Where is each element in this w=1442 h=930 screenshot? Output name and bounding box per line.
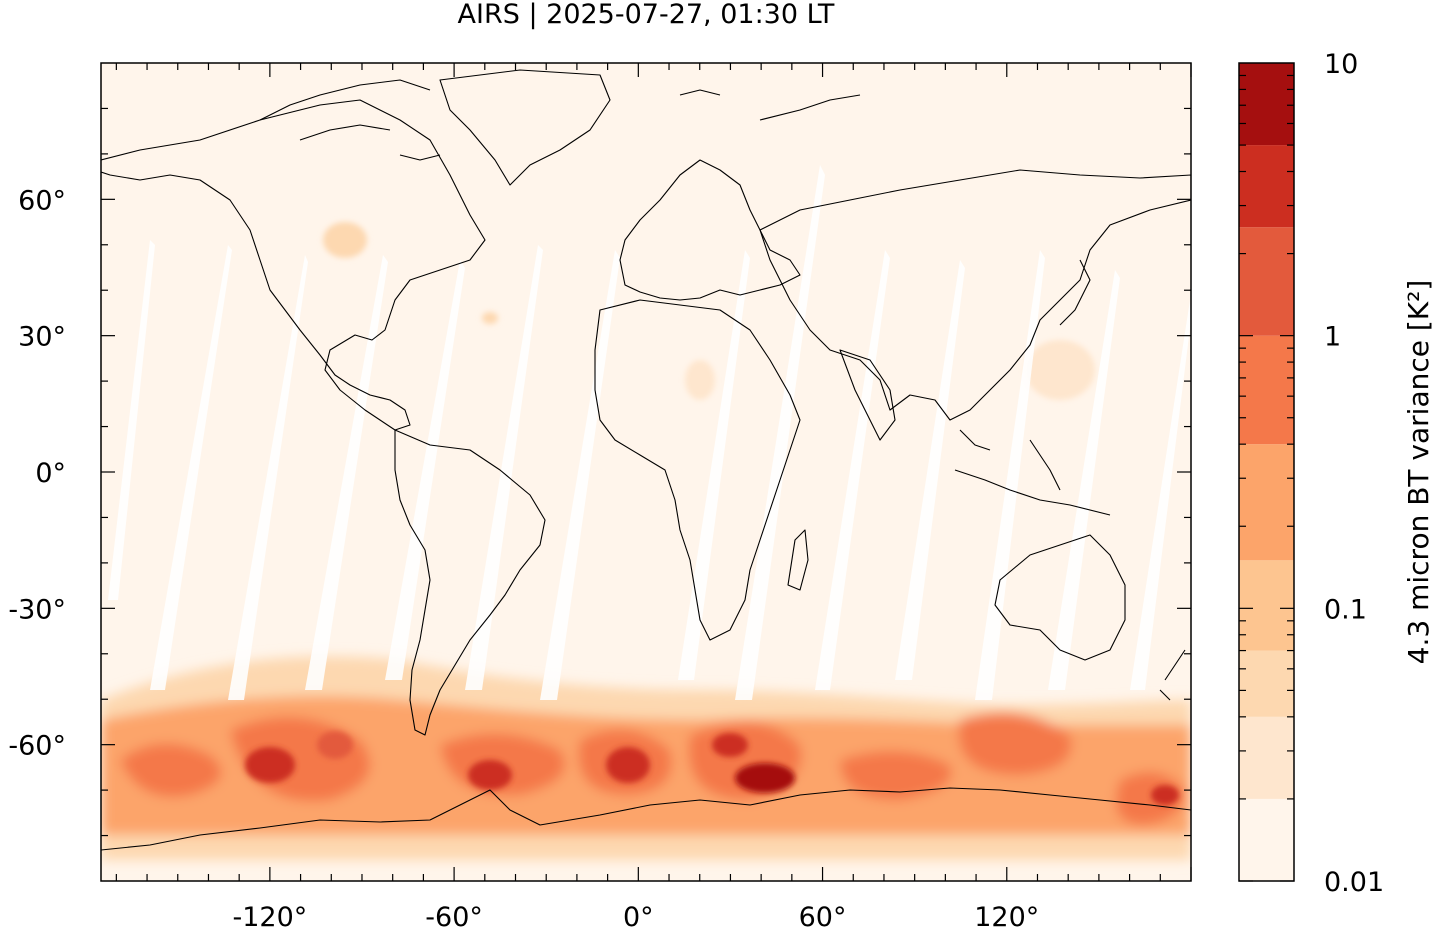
coastline-africa (594, 299, 801, 641)
variance-patches-strong (120, 712, 1185, 825)
lon-tick-label: -60° (425, 902, 483, 930)
swath-gap (305, 255, 388, 690)
coastline-new-zealand (1159, 649, 1186, 701)
lon-tick-label: 60° (799, 902, 847, 930)
swath-gap (815, 250, 890, 690)
variance-patch (323, 222, 367, 258)
colorbar-tick-label: 10 (1324, 49, 1358, 80)
lat-tick-label: 0° (35, 458, 66, 489)
lat-tick-label: -60° (8, 731, 66, 762)
colorbar-level (1239, 650, 1294, 717)
coastline-svalbard-novaya-zemlya (679, 89, 861, 121)
swath-gap (1048, 270, 1120, 690)
swath-gap (385, 260, 465, 680)
colorbar-level (1239, 63, 1294, 146)
swath-gap (228, 255, 308, 700)
map-panel: -120° -60° 0° 60° 120° 60° 30° 0° -30° -60° (8, 62, 1192, 930)
swath-gap (975, 250, 1045, 700)
variance-peak (606, 747, 650, 783)
chart-title: AIRS | 2025-07-27, 01:30 LT (458, 0, 835, 30)
colorbar-level (1239, 335, 1294, 445)
colorbar-ticks (1239, 74, 1294, 882)
lon-tick-label: -120° (232, 902, 307, 930)
lon-tick-label: 120° (974, 902, 1039, 930)
lon-tick-label: 0° (623, 902, 654, 930)
colorbar-label: 4.3 micron BT variance [K²] (1402, 280, 1435, 665)
variance-peak (735, 763, 795, 793)
colorbar-frame (1238, 62, 1295, 882)
variance-patch (685, 360, 715, 400)
swath-gap (540, 250, 620, 700)
coastline-indonesia (954, 429, 1111, 516)
variance-peak (317, 731, 353, 759)
swath-gaps (108, 165, 1191, 700)
coastline-antarctica (101, 787, 1191, 851)
lat-tick-label: 60° (18, 185, 66, 216)
swath-gap (150, 245, 232, 690)
variance-peak (245, 747, 295, 783)
variance-field-peaks (245, 222, 1179, 805)
colorbar-level (1239, 716, 1294, 799)
colorbar-levels (1239, 63, 1294, 881)
coastlines (101, 69, 1191, 851)
colorbar-level (1239, 444, 1294, 561)
map-tick-labels: -120° -60° 0° 60° 120° 60° 30° 0° -30° -60° (8, 185, 1039, 930)
coastline-europe (619, 159, 801, 301)
swath-gap (735, 165, 825, 700)
colorbar-level (1239, 560, 1294, 651)
coastline-asia (759, 169, 1191, 421)
colorbar-tick-label: 0.1 (1324, 594, 1367, 625)
swath-gap (895, 260, 965, 680)
coastline-madagascar (787, 529, 809, 591)
swath-gap (678, 250, 750, 680)
swath-gap (108, 240, 155, 600)
coastline-north-america (101, 99, 486, 431)
coastline-south-america (394, 429, 546, 736)
swath-gap (1130, 300, 1191, 690)
variance-patch (482, 312, 498, 324)
variance-peak (712, 733, 748, 757)
colorbar-tick-label: 1 (1324, 322, 1341, 353)
coastline-australia (994, 534, 1126, 661)
variance-patch (1025, 340, 1095, 400)
swath-gap (465, 245, 543, 690)
coastline-canadian-archipelago (259, 79, 441, 161)
colorbar-level (1239, 227, 1294, 336)
colorbar: 10 1 0.1 0.01 4.3 micron BT variance [K²] (1238, 49, 1435, 898)
colorbar-tick-label: 0.01 (1324, 867, 1384, 898)
lat-tick-label: 30° (18, 322, 66, 353)
coastline-greenland (439, 69, 611, 186)
coastline-indian-subcontinent (839, 349, 896, 441)
variance-peak (468, 760, 512, 790)
colorbar-tick-labels: 10 1 0.1 0.01 (1324, 49, 1384, 898)
coastline-japan (1059, 259, 1091, 326)
colorbar-level (1239, 798, 1294, 881)
variance-peak (1151, 785, 1179, 805)
colorbar-level (1239, 145, 1294, 228)
map-ticks (101, 63, 1192, 881)
lat-tick-label: -30° (8, 594, 66, 625)
